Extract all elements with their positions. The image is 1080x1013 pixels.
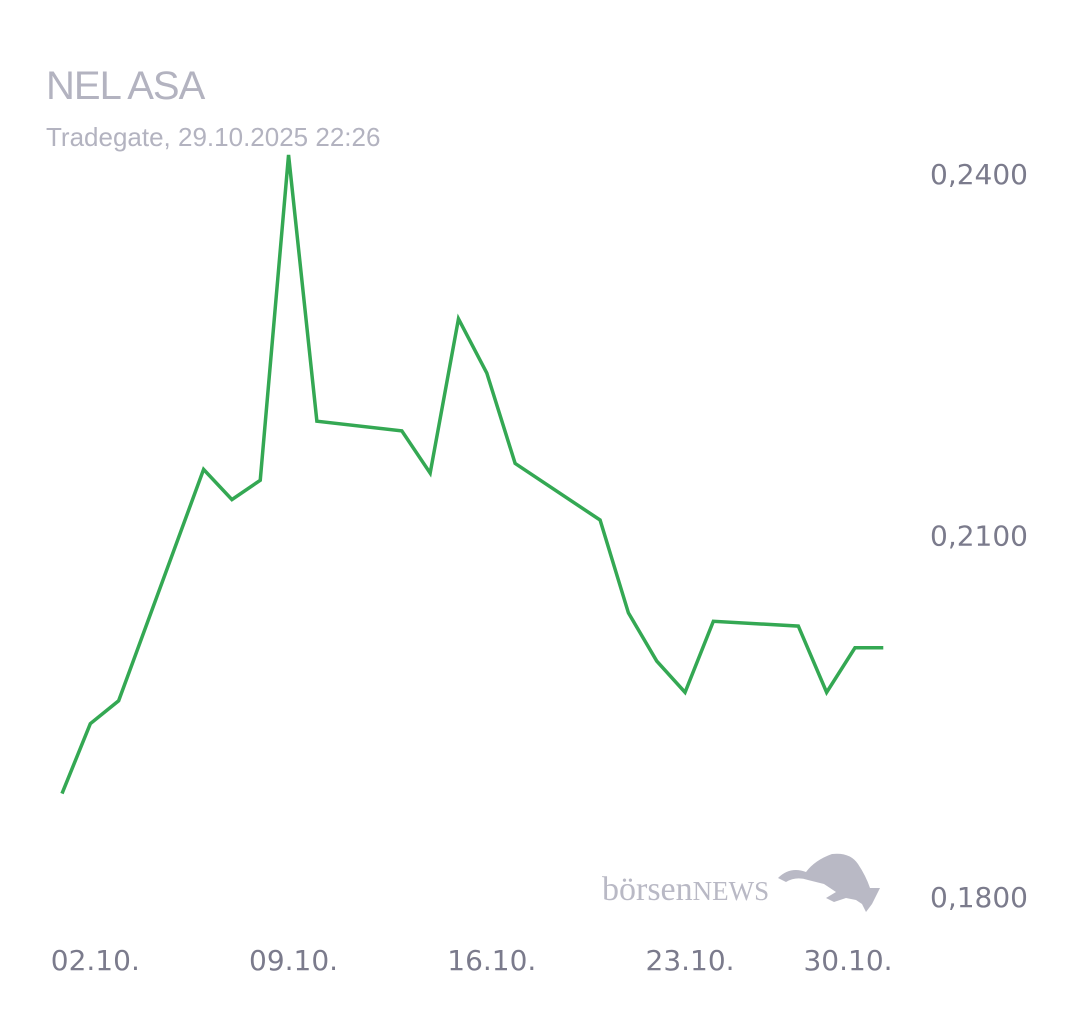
svg-text:börsenNEWS: börsenNEWS	[602, 871, 769, 908]
x-tick-label: 02.10.	[51, 944, 140, 977]
bull-icon	[778, 853, 880, 912]
logo-text-lower: börsen	[602, 871, 693, 908]
x-tick-label: 09.10.	[249, 944, 338, 977]
x-tick-label: 23.10.	[646, 944, 735, 977]
price-line	[60, 154, 884, 795]
x-tick-label: 30.10.	[803, 944, 892, 977]
y-tick-label: 0,2400	[930, 158, 1028, 191]
x-tick-label: 16.10.	[447, 944, 536, 977]
y-tick-label: 0,2100	[930, 520, 1028, 553]
borsennews-logo: börsenNEWS	[602, 853, 880, 912]
chart-subtitle: Tradegate, 29.10.2025 22:26	[46, 122, 381, 152]
logo-text-upper: NEWS	[693, 876, 770, 906]
chart-title: NEL ASA	[46, 64, 205, 108]
y-tick-label: 0,1800	[930, 881, 1028, 914]
